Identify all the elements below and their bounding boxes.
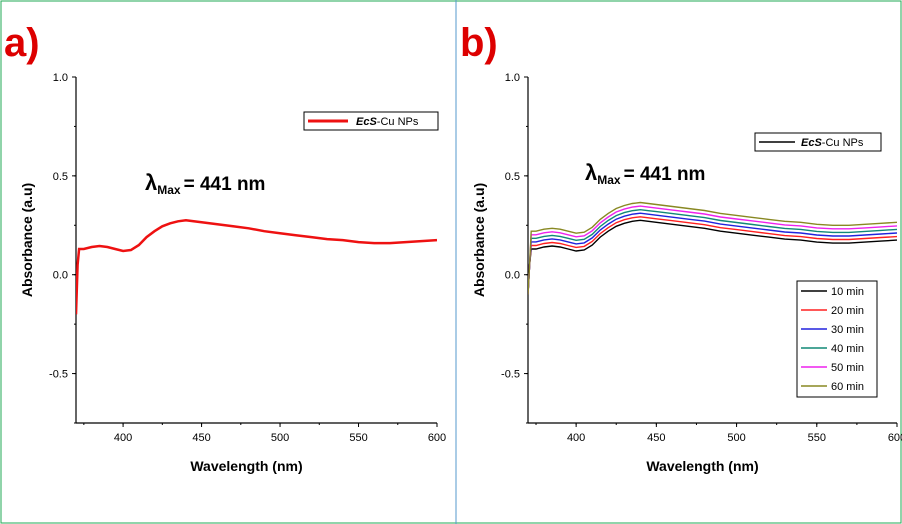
lambda-subscript: Max <box>597 173 621 187</box>
y-tick-label: 0.5 <box>53 171 68 183</box>
x-axis-label: Wavelength (nm) <box>190 458 302 474</box>
lambda-symbol: λ <box>145 170 157 195</box>
legend-title-plain: -Cu NPs <box>822 137 864 149</box>
y-tick-label: 0.5 <box>505 171 520 183</box>
legend-label-italic: EcS <box>356 116 377 128</box>
legend-label-10-min: 10 min <box>831 286 864 298</box>
series-line-30-min <box>528 212 897 295</box>
y-tick-label: -0.5 <box>501 369 520 381</box>
y-tick-label: 0.0 <box>53 270 68 282</box>
y-tick-label: 1.0 <box>505 72 520 84</box>
series-line-50-min <box>528 205 897 295</box>
y-axis-label: Absorbance (a.u) <box>19 183 35 297</box>
lambda-symbol: λ <box>585 160 597 185</box>
x-tick-label: 400 <box>114 432 132 444</box>
lambda-subscript: Max <box>157 183 181 197</box>
series-line-40-min <box>528 208 897 295</box>
chart-panel-a: 1.0 0.5 0.0 -0.5 400 450 500 550 600 Wavelength (… <box>19 72 446 474</box>
legend-label-60-min: 60 min <box>831 381 864 393</box>
legend-box <box>303 111 439 131</box>
x-tick-label: 500 <box>727 432 745 444</box>
chart-panel-b: 1.0 0.5 0.0 -0.5 400 450 500 550 600 Wavelength (… <box>471 72 902 474</box>
lambda-value: = 441 nm <box>184 174 266 195</box>
y-axis-label: Absorbance (a.u) <box>471 183 487 297</box>
legend-label-50-min: 50 min <box>831 362 864 374</box>
legend-label-20-min: 20 min <box>831 305 864 317</box>
y-tick-label: 1.0 <box>53 72 68 84</box>
x-tick-label: 400 <box>567 432 585 444</box>
lambda-value: = 441 nm <box>624 164 706 185</box>
x-tick-label: 550 <box>349 432 367 444</box>
legend-label-40-min: 40 min <box>831 343 864 355</box>
legend-title-label: EcS-Cu NPs <box>801 137 864 149</box>
legend-label-ecs-cu-nps: EcS-Cu NPs <box>356 116 419 128</box>
lambda-max-annotation: λMax = 441 nm <box>145 170 265 197</box>
legend-time-box <box>796 280 878 398</box>
y-tick-label: 0.0 <box>505 270 520 282</box>
series-line-10-min <box>528 219 897 295</box>
panel-label-b: b) <box>460 21 498 65</box>
legend-title-italic: EcS <box>801 137 822 149</box>
x-axis-label: Wavelength (nm) <box>646 458 758 474</box>
series-line-60-min <box>528 201 897 295</box>
x-tick-label: 450 <box>192 432 210 444</box>
lambda-max-annotation: λMax = 441 nm <box>585 160 705 187</box>
panel-label-a: a) <box>4 21 40 65</box>
series-line-20-min <box>528 216 897 295</box>
x-tick-label: 600 <box>428 432 446 444</box>
x-tick-label: 600 <box>888 432 902 444</box>
x-tick-label: 450 <box>647 432 665 444</box>
x-tick-label: 550 <box>808 432 826 444</box>
legend-label-30-min: 30 min <box>831 324 864 336</box>
x-tick-label: 500 <box>271 432 289 444</box>
legend-label-plain: -Cu NPs <box>377 116 419 128</box>
legend-title-box <box>754 132 882 152</box>
series-line-ecs-cu-nps <box>76 219 437 315</box>
y-tick-label: -0.5 <box>49 369 68 381</box>
